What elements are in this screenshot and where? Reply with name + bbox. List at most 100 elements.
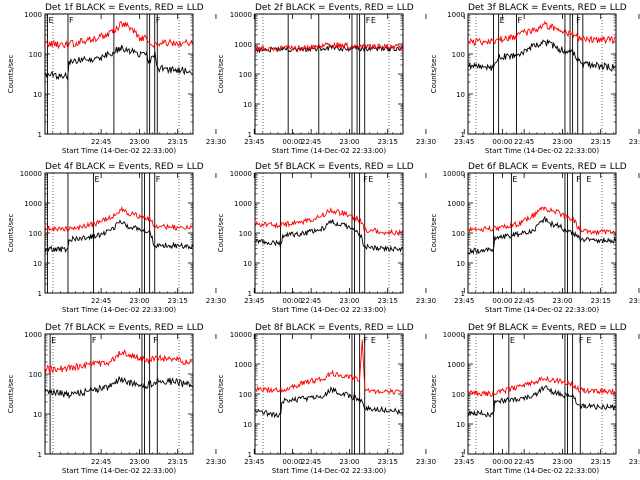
event-marker-label: E [586, 336, 591, 345]
lld-series-line [467, 206, 616, 237]
plot-frame [254, 172, 404, 294]
y-tick-label: 100 [452, 51, 465, 59]
plot-frame [254, 333, 404, 455]
event-marker-label: F [366, 16, 371, 25]
y-tick-label: 100 [239, 391, 252, 399]
plot-frame [44, 172, 194, 294]
y-tick-label: 1 [248, 290, 252, 298]
x-tick-label: 00:00 [282, 297, 302, 305]
x-tick-label: 22:45 [91, 458, 111, 466]
x-tick-label: 00:00 [282, 138, 302, 146]
y-tick-label: 1 [38, 131, 42, 139]
x-axis-label: Start Time (14-Dec-02 22:33:00) [485, 306, 599, 314]
events-series-line [44, 44, 193, 81]
x-tick-label: 23:45 [454, 297, 474, 305]
x-tick-label: 23:15 [168, 458, 188, 466]
x-tick-label: 23:45 [454, 138, 474, 146]
lld-series-line [254, 41, 403, 53]
event-marker-label: F [363, 336, 368, 345]
y-tick-label: 10 [243, 101, 252, 109]
detector-panel: Det 4f BLACK = Events, RED = LLD Counts/s… [7, 162, 303, 314]
event-marker-label: F [156, 175, 161, 184]
detector-panel: Det 7f BLACK = Events, RED = LLD Counts/s… [7, 323, 303, 475]
panel-title: Det 7f BLACK = Events, RED = LLD [45, 323, 204, 333]
y-tick-label: 1000 [234, 361, 252, 369]
y-tick-label: 10000 [20, 170, 42, 178]
panel-title: Det 3f BLACK = Events, RED = LLD [468, 3, 627, 13]
y-tick-label: 1 [38, 290, 42, 298]
x-tick-label: 23:00 [552, 297, 572, 305]
detector-panel: Det 1f BLACK = Events, RED = LLD Counts/s… [7, 3, 303, 155]
event-marker-label: E [49, 16, 54, 25]
lld-series-line [44, 348, 193, 373]
x-axis-label: Start Time (14-Dec-02 22:33:00) [62, 306, 176, 314]
y-tick-label: 10000 [443, 331, 465, 339]
event-marker-label: F [576, 175, 581, 184]
x-tick-label: 22:45 [91, 138, 111, 146]
x-axis-label: Start Time (14-Dec-02 22:33:00) [62, 467, 176, 475]
panel-title: Det 8f BLACK = Events, RED = LLD [255, 323, 414, 333]
y-tick-label: 10 [243, 260, 252, 268]
x-tick-label: 23:00 [339, 138, 359, 146]
y-axis-label: Counts/sec [7, 55, 15, 94]
x-tick-label: 23:15 [378, 458, 398, 466]
panel-title: Det 6f BLACK = Events, RED = LLD [468, 162, 627, 172]
detector-panel: Det 3f BLACK = Events, RED = LLD Counts/s… [430, 3, 640, 155]
x-tick-label: 23:00 [129, 138, 149, 146]
x-tick-label: 23:30 [206, 138, 226, 146]
x-tick-label: 23:00 [552, 138, 572, 146]
lld-series-line [254, 206, 403, 237]
y-axis-label: Counts/sec [430, 214, 438, 253]
y-tick-label: 10 [456, 260, 465, 268]
y-tick-label: 10000 [230, 331, 252, 339]
x-tick-label: 22:45 [301, 297, 321, 305]
x-tick-label: 23:00 [339, 297, 359, 305]
x-tick-label: 00:00 [492, 138, 512, 146]
event-marker-label: F [576, 16, 581, 25]
plot-frame [467, 13, 617, 135]
x-tick-label: 23:30 [416, 138, 436, 146]
event-marker-label: E [368, 175, 373, 184]
lld-series-line [467, 20, 616, 47]
x-tick-label: 23:15 [378, 297, 398, 305]
x-tick-label: 23:30 [629, 297, 640, 305]
y-axis-label: Counts/sec [430, 55, 438, 94]
x-axis-label: Start Time (14-Dec-02 22:33:00) [485, 467, 599, 475]
y-tick-label: 10000 [230, 170, 252, 178]
y-tick-label: 10 [456, 421, 465, 429]
x-tick-label: 23:30 [416, 297, 436, 305]
x-tick-label: 23:15 [591, 138, 611, 146]
event-marker-label: F [156, 16, 161, 25]
plot-frame [44, 333, 194, 455]
x-tick-label: 23:45 [454, 458, 474, 466]
x-tick-label: 23:30 [206, 297, 226, 305]
x-tick-label: 23:00 [129, 458, 149, 466]
lld-series-line [467, 375, 616, 398]
x-tick-label: 22:45 [91, 297, 111, 305]
y-tick-label: 1000 [447, 11, 465, 19]
x-tick-label: 23:45 [244, 297, 264, 305]
y-tick-label: 10000 [443, 170, 465, 178]
x-tick-label: 23:15 [378, 138, 398, 146]
y-tick-label: 10 [456, 91, 465, 99]
x-tick-label: 22:45 [301, 458, 321, 466]
event-marker-label: E [500, 16, 505, 25]
y-tick-label: 10 [243, 421, 252, 429]
event-marker-label: E [94, 175, 99, 184]
y-tick-label: 1 [461, 131, 465, 139]
y-tick-label: 1 [248, 131, 252, 139]
x-tick-label: 23:30 [629, 458, 640, 466]
y-tick-label: 1000 [24, 331, 42, 339]
y-tick-label: 1 [248, 451, 252, 459]
x-tick-label: 00:00 [282, 458, 302, 466]
y-axis-label: Counts/sec [217, 55, 225, 94]
lld-series-line [254, 339, 403, 395]
event-marker-label: F [363, 175, 368, 184]
x-tick-label: 23:30 [629, 138, 640, 146]
events-series-line [468, 39, 616, 72]
lld-series-line [44, 21, 193, 50]
x-tick-label: 23:30 [206, 458, 226, 466]
detector-panel: Det 2f BLACK = Events, RED = LLD Counts/s… [217, 3, 513, 155]
y-axis-label: Counts/sec [217, 214, 225, 253]
detector-panel: Det 9f BLACK = Events, RED = LLD Counts/s… [430, 323, 640, 475]
